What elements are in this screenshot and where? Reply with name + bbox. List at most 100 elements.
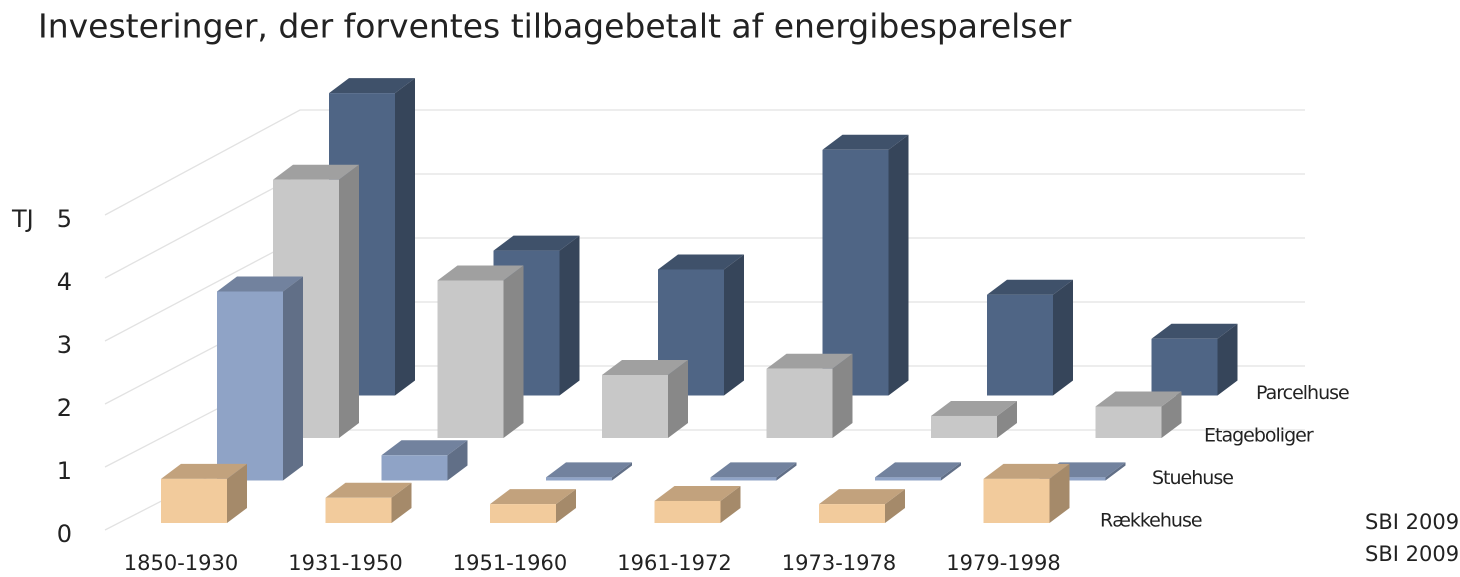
bar [546,462,632,481]
bar-side [503,265,524,438]
bar-side [1217,323,1238,396]
bar-top [1151,323,1238,339]
x-tick-label: 1931-1950 [288,551,402,575]
bar-front [217,291,283,481]
legend-label: Parcelhuse [1256,382,1349,404]
bar-side [724,254,744,396]
bar-side [283,276,303,481]
bar [710,462,797,481]
bar-front [766,368,833,438]
x-tick-label: 1979-1998 [946,551,1060,575]
bar [654,485,741,523]
bar-top [710,462,797,478]
bar-front [1039,477,1106,481]
grid-line [104,109,1305,216]
bar [819,489,905,523]
bar-top [490,489,576,505]
bar-side [612,462,632,481]
y-tick-label: 0 [57,520,72,548]
bar [1151,323,1238,396]
legend-label: Stuehuse [1152,467,1233,489]
bar-top [766,353,853,369]
bar-top [381,440,468,456]
bar-side [941,462,961,481]
bar-front [437,280,504,438]
bar-side [888,134,909,396]
bar [822,134,909,396]
y-tick-label: 1 [57,457,72,485]
y-tick-label: 4 [57,268,72,296]
bar-side [997,400,1017,438]
bar [490,489,576,523]
bar-side [339,164,359,438]
bar [875,462,961,481]
bar-top [602,360,688,375]
bar-top [1095,391,1182,407]
bar-front [654,500,721,523]
bar-front [875,477,941,481]
bar-side [395,78,415,396]
bar-top [875,462,961,478]
bar-side [559,235,580,396]
x-tick-label: 1973-1978 [782,551,896,575]
bar-top [987,279,1073,295]
y-tick-label: 5 [57,205,72,233]
bar-front [325,497,392,523]
bar-front [931,415,997,438]
bar [987,279,1073,396]
bar-front [1151,338,1218,396]
bar [983,463,1070,523]
bar-top [493,235,580,251]
bar-side [720,485,741,523]
x-tick-label: 1961-1972 [617,551,731,575]
bar-front [1095,406,1162,438]
bar-front [602,375,668,438]
note: SBI 2009:06 [1365,542,1460,566]
y-tick-label: 3 [57,331,72,359]
bar-front [987,294,1053,396]
bar-side [885,489,905,523]
x-tick-label: 1850-1930 [124,551,238,575]
bar-front [161,478,227,523]
bar [381,440,468,481]
y-axis-label: TJ [11,205,34,233]
note: SBI 2009:05 [1365,510,1460,534]
bar [437,265,524,438]
bar [217,276,303,481]
bar [1095,391,1182,438]
bar-top [161,463,247,479]
bar-side [391,482,412,523]
bar-top [329,78,415,94]
bar [161,463,247,523]
bar-side [1049,463,1070,523]
bar-side [227,463,247,523]
bar [931,400,1017,438]
bar-top [546,462,632,478]
bar-side [776,462,797,481]
bar-front [819,504,885,523]
bar-top [819,489,905,505]
bar-front [546,477,612,481]
bar-front [983,478,1050,523]
bar-top [822,134,909,150]
bar-side [668,360,688,438]
bar-front [490,504,556,523]
legend-label: Rækkehuse [1100,510,1202,532]
x-tick-label: 1951-1960 [453,551,567,575]
bar-side [1053,279,1073,396]
bar-top [217,276,303,292]
bar-top [983,463,1070,479]
bar-front [381,455,448,481]
bar [766,353,853,438]
bar-top [931,400,1017,416]
bar [602,360,688,438]
bar-side [832,353,853,438]
bar-side [1161,391,1182,438]
bar-top [325,482,412,498]
bar-side [556,489,576,523]
legend-label: Etageboliger [1204,425,1314,447]
bar [325,482,412,523]
bar-top [437,265,524,281]
bar-top [658,254,744,270]
